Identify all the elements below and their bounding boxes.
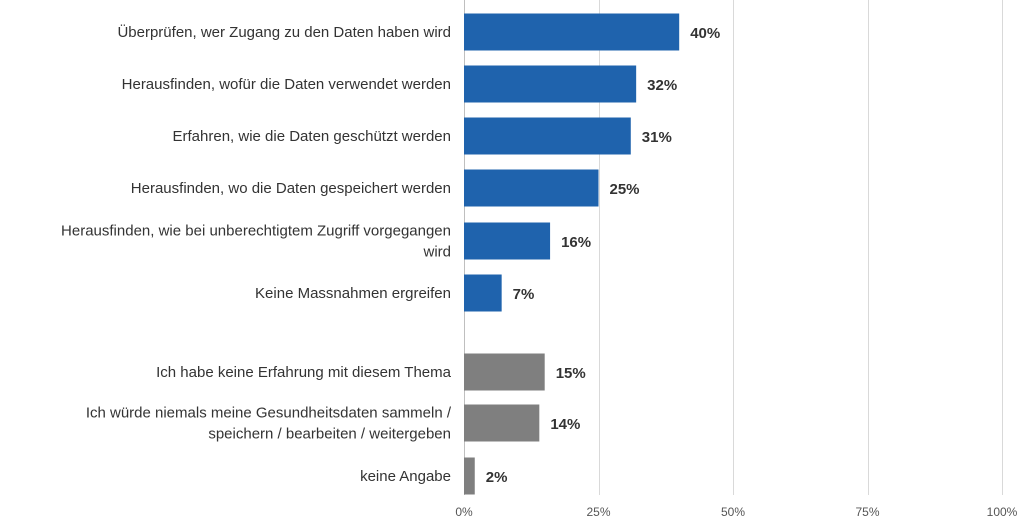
category-label: Keine Massnahmen ergreifen bbox=[255, 285, 451, 302]
x-tick-label: 75% bbox=[855, 505, 879, 519]
bar bbox=[464, 404, 540, 442]
bar bbox=[464, 169, 599, 207]
data-label: 14% bbox=[550, 416, 580, 433]
category-label: Herausfinden, wo die Daten gespeichert w… bbox=[131, 180, 451, 197]
data-label: 15% bbox=[556, 365, 586, 382]
data-label: 32% bbox=[647, 77, 677, 94]
data-label: 31% bbox=[642, 129, 672, 146]
category-labels: Überprüfen, wer Zugang zu den Daten habe… bbox=[61, 23, 452, 485]
value-labels: 40% 32% 31% 25% 16% 7% 15% 14% 2% bbox=[486, 25, 720, 486]
bar bbox=[464, 13, 680, 51]
category-label: keine Angabe bbox=[360, 468, 451, 485]
bar bbox=[464, 65, 637, 103]
category-label: Erfahren, wie die Daten geschützt werden bbox=[173, 128, 452, 145]
x-tick-label: 50% bbox=[721, 505, 745, 519]
category-label: Ich würde niemals meine Gesundheitsdaten… bbox=[86, 405, 452, 443]
data-label: 40% bbox=[690, 25, 720, 42]
data-label: 7% bbox=[513, 286, 535, 303]
x-tick-label: 0% bbox=[455, 505, 473, 519]
category-label: Ich habe keine Erfahrung mit diesem Them… bbox=[156, 364, 452, 381]
x-tick-label: 100% bbox=[987, 505, 1018, 519]
category-label: Überprüfen, wer Zugang zu den Daten habe… bbox=[117, 23, 451, 41]
x-tick-label: 25% bbox=[586, 505, 610, 519]
category-label: Herausfinden, wie bei unberechtigtem Zug… bbox=[61, 223, 451, 261]
bar bbox=[464, 222, 551, 260]
data-label: 25% bbox=[610, 181, 640, 198]
bar bbox=[464, 274, 502, 312]
data-label: 16% bbox=[561, 234, 591, 251]
x-axis-ticks: 0% 25% 50% 75% 100% bbox=[455, 505, 1017, 519]
bar bbox=[464, 353, 545, 391]
bars bbox=[464, 13, 680, 495]
bar bbox=[464, 117, 631, 155]
category-label: Herausfinden, wofür die Daten verwendet … bbox=[122, 76, 451, 93]
data-label: 2% bbox=[486, 469, 508, 486]
bar bbox=[464, 457, 475, 495]
